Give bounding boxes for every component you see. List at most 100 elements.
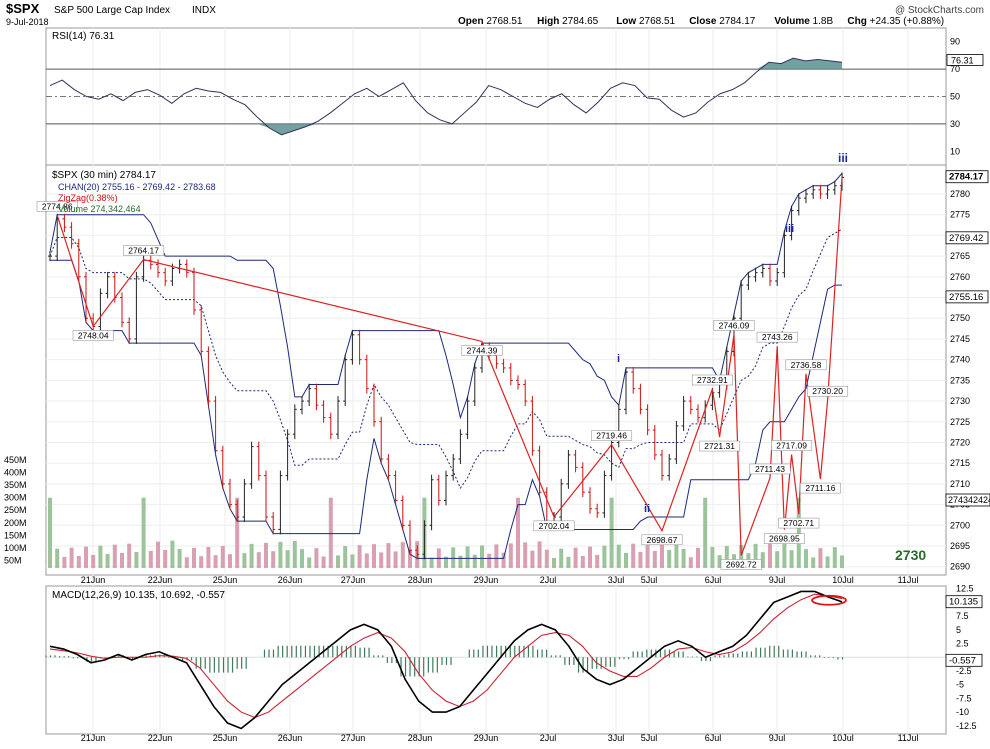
macd-tag-text: -0.557 <box>949 655 976 666</box>
macd-tick: 7.5 <box>956 611 969 621</box>
rsi-value-tag <box>946 54 984 66</box>
volume-bar <box>616 544 621 568</box>
volume-tag-text: 274342424 <box>948 495 990 505</box>
volume-bar <box>199 556 204 568</box>
stat-label: Open <box>458 16 486 27</box>
ohlc-stats: Open 2768.51 High 2784.65 Low 2768.51 Close… <box>458 16 944 27</box>
index-name: S&P 500 Large Cap Index <box>54 5 170 16</box>
zigzag-label-box <box>756 331 798 343</box>
volume-bar <box>328 497 333 568</box>
annotation-2730: 2730 <box>895 547 926 563</box>
volume-bar <box>163 549 168 568</box>
stat-label: Close <box>689 16 719 27</box>
rsi-overbought-fill <box>50 58 842 70</box>
zigzag-label-box <box>691 374 733 386</box>
volume-bar <box>840 555 844 568</box>
volume-bar <box>804 549 808 568</box>
volume-bar <box>465 546 470 568</box>
volume-bar <box>652 550 657 568</box>
volume-bar <box>400 542 405 568</box>
volume-bar <box>134 551 139 568</box>
zigzag-label-box <box>72 330 114 341</box>
date-label: 9-Jul-2018 <box>6 17 49 27</box>
zigzag-label: 2702.04 <box>539 521 570 531</box>
volume-tick: 200M <box>4 518 27 528</box>
zigzag-label-box <box>36 201 78 212</box>
x-tick-label: 2Jul <box>540 733 557 743</box>
price-tick: 2700 <box>950 520 970 530</box>
zigzag-label: 2736.58 <box>791 360 822 370</box>
volume-bar <box>508 543 513 568</box>
zigzag-label-box <box>778 517 820 529</box>
volume-bar <box>69 547 74 568</box>
volume-bar <box>559 548 564 568</box>
price-tick: 2710 <box>950 479 970 489</box>
stat-label: Volume <box>774 16 812 27</box>
x-tick-label: 28Jun <box>408 575 433 585</box>
x-tick-label: 21Jun <box>81 575 106 585</box>
volume-bar <box>782 541 787 568</box>
price-tick: 2745 <box>950 334 970 344</box>
zigzag-label-box <box>799 482 841 494</box>
x-tick-label: 26Jun <box>278 575 303 585</box>
zigzag-label-box <box>123 245 165 256</box>
zigzag-label: 2717.09 <box>776 441 807 451</box>
volume-bar <box>206 546 211 568</box>
volume-bar <box>228 554 232 568</box>
volume-bar <box>472 554 477 568</box>
volume-bar <box>516 497 520 568</box>
volume-bar <box>760 552 765 568</box>
volume-bar <box>796 497 801 568</box>
zigzag-label-box <box>720 559 762 570</box>
x-tick-label: 5Jul <box>641 575 658 585</box>
x-tick-label: 6Jul <box>705 733 722 743</box>
volume-bar <box>357 545 362 568</box>
x-tick-label: 27Jun <box>341 575 366 585</box>
volume-bar <box>631 543 636 568</box>
stat-value: 1.8B <box>813 16 834 27</box>
zigzag-label: 2744.39 <box>467 345 498 355</box>
zigzag-label: 2719.46 <box>596 431 627 441</box>
macd-tag-text: 10.135 <box>949 597 978 608</box>
zigzag-label: 2748.04 <box>78 330 109 340</box>
macd-tag <box>945 653 983 667</box>
x-tick-label: 3Jul <box>608 575 625 585</box>
volume-bar <box>674 540 679 568</box>
volume-bar <box>710 546 715 568</box>
price-tick: 2740 <box>950 355 970 365</box>
stat-value: 2784.17 <box>719 16 756 27</box>
stat-label: Low <box>616 16 639 27</box>
zigzag-label: 2774.86 <box>42 201 73 211</box>
volume-bar <box>544 549 549 568</box>
volume-bar <box>588 546 592 568</box>
volume-bar <box>451 547 456 568</box>
volume-bar <box>609 497 614 568</box>
volume-bar <box>523 542 528 568</box>
volume-bar <box>148 550 153 568</box>
volume-bar <box>530 550 535 568</box>
zigzag-label: 2732.91 <box>697 375 728 385</box>
price-tag <box>945 231 989 245</box>
volume-bar <box>696 547 700 568</box>
x-tick-label: 27Jun <box>341 733 366 743</box>
exchange-label: INDX <box>192 5 216 16</box>
volume-bar <box>775 551 780 568</box>
x-tick-label: 3Jul <box>608 733 625 743</box>
price-tag-text: 2755.16 <box>949 292 983 303</box>
macd-crossover-circle <box>811 594 847 606</box>
stat-value: 2768.51 <box>486 16 523 27</box>
volume-bar <box>213 555 218 568</box>
macd-tick: -2.5 <box>956 666 972 676</box>
volume-bar <box>184 557 189 568</box>
zigzag-label-box <box>699 440 741 452</box>
stat-low: Low 2768.51 <box>616 16 675 27</box>
volume-bar <box>566 556 571 568</box>
macd-tag <box>945 595 983 609</box>
volume-bar <box>220 545 225 568</box>
volume-bar <box>105 553 110 568</box>
volume-bar <box>372 544 376 568</box>
zigzag-label: 2698.95 <box>769 534 800 544</box>
volume-bar <box>580 555 585 568</box>
volume-bar <box>393 551 398 568</box>
volume-bar <box>811 557 816 568</box>
